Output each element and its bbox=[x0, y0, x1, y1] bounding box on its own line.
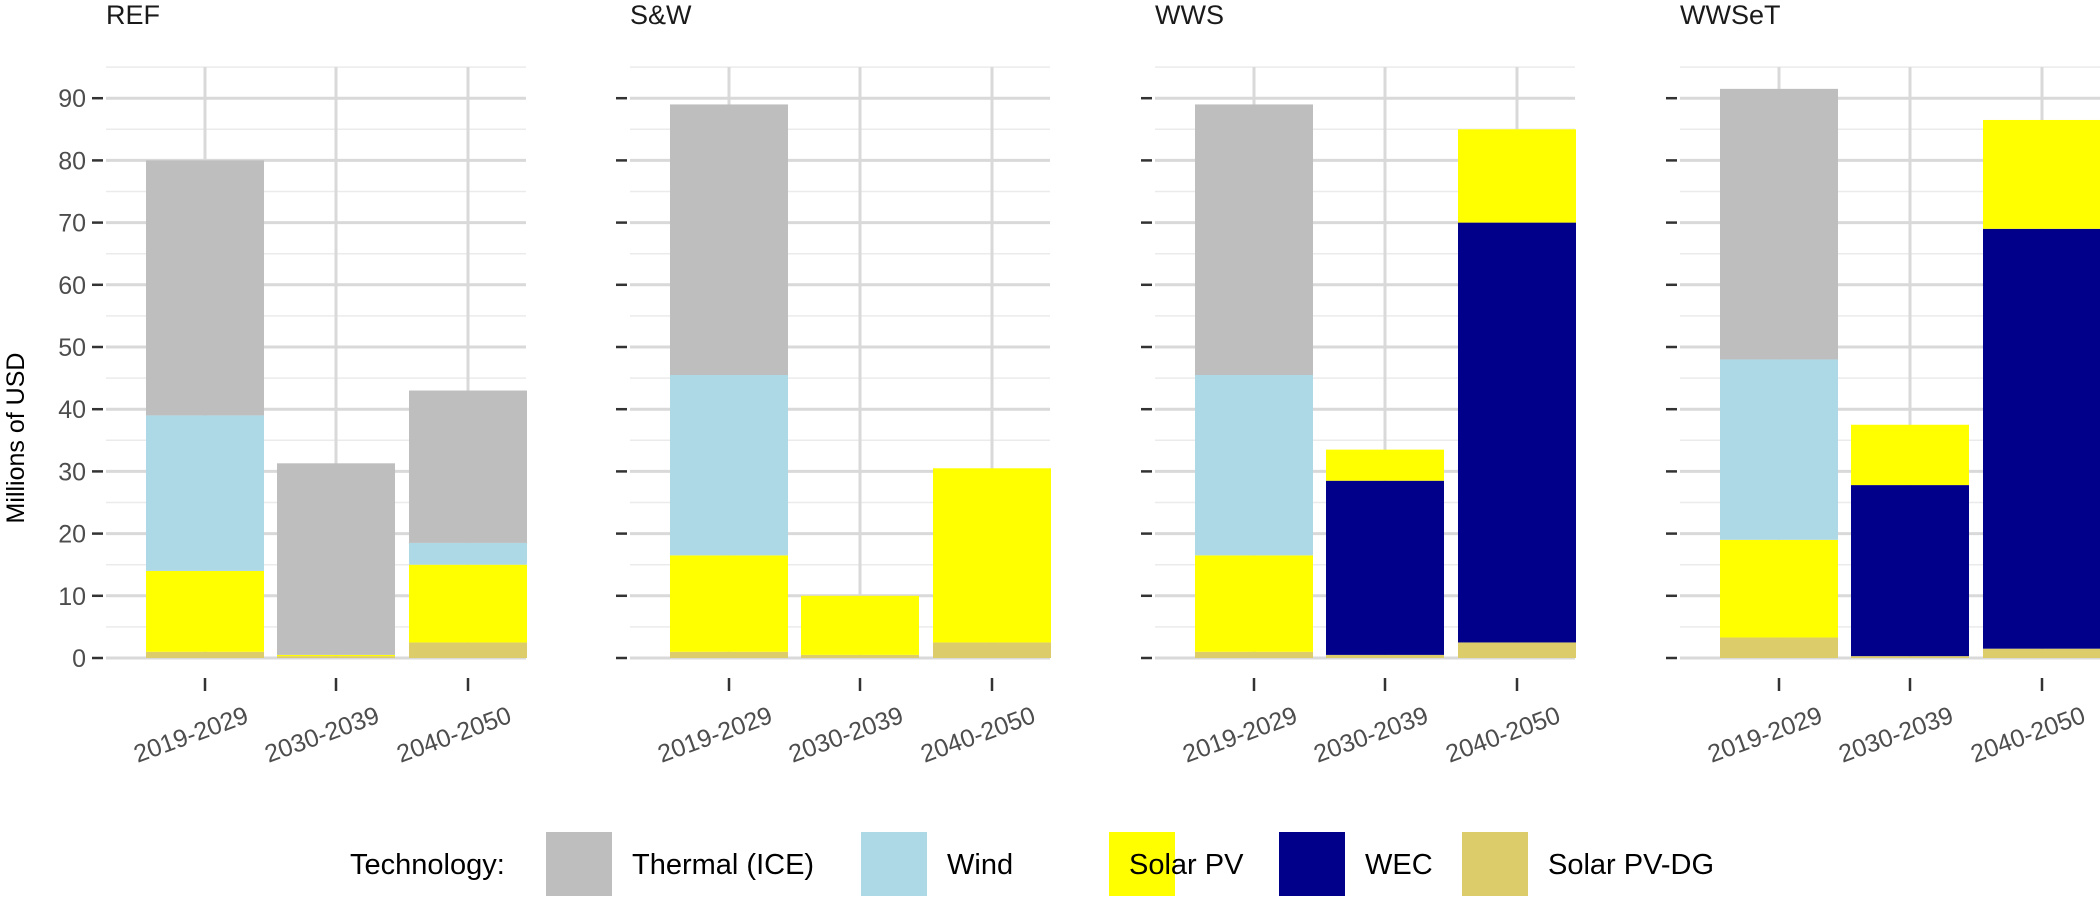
bar-wws-2030-2039-solar-pv-dg bbox=[1326, 654, 1444, 658]
y-tick-label: 60 bbox=[58, 272, 86, 300]
bar-wwset-2030-2039-solar-pv bbox=[1851, 424, 1969, 486]
x-tick-label: 2030-2039 bbox=[1310, 701, 1432, 768]
y-tick-label: 50 bbox=[58, 334, 86, 362]
panel-title: WWS bbox=[1155, 0, 1224, 30]
panel-wwset: 2019-2029 2030-2039 2040-2050 WWSeT bbox=[1666, 0, 2100, 769]
y-tick-label: 90 bbox=[58, 85, 86, 113]
bar-wws-2040-2050-wec bbox=[1458, 222, 1576, 643]
bar-wws-2030-2039-solar-pv bbox=[1326, 449, 1444, 481]
legend-label-thermal-ice: Thermal (ICE) bbox=[632, 849, 814, 881]
bar-s-w-2019-2029-solar-pv bbox=[670, 555, 788, 652]
bar-wws-2040-2050-solar-pv-dg bbox=[1458, 642, 1576, 658]
bar-wws-2019-2029-solar-pv bbox=[1195, 555, 1313, 652]
bar-wws-2019-2029-solar-pv-dg bbox=[1195, 651, 1313, 658]
y-axis-label: Millions of USD bbox=[2, 353, 30, 524]
bar-ref-2040-2050-wind bbox=[409, 542, 527, 565]
bar-ref-2040-2050-solar-pv-dg bbox=[409, 642, 527, 658]
bar-wws-2030-2039-wec bbox=[1326, 480, 1444, 655]
bar-wwset-2019-2029-solar-pv bbox=[1720, 539, 1838, 638]
bar-s-w-2019-2029-solar-pv-dg bbox=[670, 651, 788, 658]
bar-s-w-2019-2029-wind bbox=[670, 374, 788, 556]
bar-wwset-2019-2029-thermal-ice bbox=[1720, 88, 1838, 360]
x-tick-label: 2040-2050 bbox=[1967, 701, 2089, 768]
bar-ref-2019-2029-solar-pv-dg bbox=[146, 651, 264, 658]
bar-ref-2040-2050-thermal-ice bbox=[409, 390, 527, 543]
legend-key-wind bbox=[861, 832, 927, 896]
bar-ref-2030-2039-thermal-ice bbox=[277, 463, 395, 655]
legend: Technology: Thermal (ICE) Wind Solar PV WEC S… bbox=[350, 832, 1714, 896]
x-tick-label: 2019-2029 bbox=[1179, 701, 1301, 768]
bar-s-w-2019-2029-thermal-ice bbox=[670, 104, 788, 375]
x-tick-label: 2040-2050 bbox=[1442, 701, 1564, 768]
bar-ref-2040-2050-solar-pv bbox=[409, 564, 527, 643]
bar-wwset-2040-2050-solar-pv-dg bbox=[1983, 648, 2100, 658]
bar-s-w-2040-2050-solar-pv bbox=[933, 468, 1051, 643]
x-tick-label: 2030-2039 bbox=[261, 701, 383, 768]
x-tick-label: 2019-2029 bbox=[130, 701, 252, 768]
x-tick-label: 2019-2029 bbox=[1704, 701, 1826, 768]
y-tick-label: 20 bbox=[58, 521, 86, 549]
bar-wwset-2030-2039-solar-pv-dg bbox=[1851, 656, 1969, 658]
legend-label-wind: Wind bbox=[947, 849, 1013, 881]
bar-ref-2019-2029-wind bbox=[146, 415, 264, 571]
y-tick-label: 70 bbox=[58, 210, 86, 238]
bar-s-w-2040-2050-solar-pv-dg bbox=[933, 642, 1051, 658]
y-tick-label: 80 bbox=[58, 147, 86, 175]
legend-key-wec bbox=[1279, 832, 1345, 896]
panel-ref: 0 10 20 30 40 50 60 70 80 90 2019-2029 2030-2039 204… bbox=[58, 0, 527, 769]
panel-title: REF bbox=[106, 0, 160, 30]
legend-key-solar-pv bbox=[1109, 832, 1175, 896]
legend-label-solar-pv: Solar PV bbox=[1129, 849, 1244, 881]
panel-wws: 2019-2029 2030-2039 2040-2050 WWS bbox=[1141, 0, 1576, 769]
legend-label-solar-pv-dg: Solar PV-DG bbox=[1548, 849, 1714, 881]
panel-s-w: 2019-2029 2030-2039 2040-2050 S&W bbox=[616, 0, 1051, 769]
x-tick-label: 2030-2039 bbox=[1835, 701, 1957, 768]
bar-ref-2030-2039-solar-pv bbox=[277, 654, 395, 657]
x-tick-label: 2019-2029 bbox=[654, 701, 776, 768]
panel-title: WWSeT bbox=[1680, 0, 1781, 30]
bar-wws-2040-2050-solar-pv bbox=[1458, 129, 1576, 223]
bar-ref-2030-2039-solar-pv-dg bbox=[277, 656, 395, 658]
bar-ref-2019-2029-solar-pv bbox=[146, 570, 264, 652]
bar-wwset-2030-2039-wec bbox=[1851, 485, 1969, 657]
x-tick-label: 2040-2050 bbox=[917, 701, 1039, 768]
bar-wwset-2040-2050-solar-pv bbox=[1983, 119, 2100, 229]
legend-title: Technology: bbox=[350, 849, 505, 881]
y-tick-label: 10 bbox=[58, 583, 86, 611]
legend-key-thermal-ice bbox=[546, 832, 612, 896]
legend-key-solar-pv-dg bbox=[1462, 832, 1528, 896]
x-tick-label: 2030-2039 bbox=[785, 701, 907, 768]
bar-wwset-2040-2050-wec bbox=[1983, 228, 2100, 649]
bar-wwset-2019-2029-wind bbox=[1720, 359, 1838, 540]
bar-s-w-2030-2039-solar-pv bbox=[801, 595, 919, 655]
y-tick-label: 0 bbox=[72, 645, 86, 673]
bar-s-w-2030-2039-solar-pv-dg bbox=[801, 654, 919, 658]
bar-ref-2019-2029-thermal-ice bbox=[146, 160, 264, 416]
bar-wws-2019-2029-wind bbox=[1195, 374, 1313, 556]
y-tick-label: 40 bbox=[58, 396, 86, 424]
legend-label-wec: WEC bbox=[1365, 849, 1433, 881]
bar-wwset-2019-2029-solar-pv-dg bbox=[1720, 637, 1838, 658]
bar-wws-2019-2029-thermal-ice bbox=[1195, 104, 1313, 375]
panel-title: S&W bbox=[630, 0, 692, 30]
x-tick-label: 2040-2050 bbox=[393, 701, 515, 768]
y-tick-label: 30 bbox=[58, 458, 86, 486]
